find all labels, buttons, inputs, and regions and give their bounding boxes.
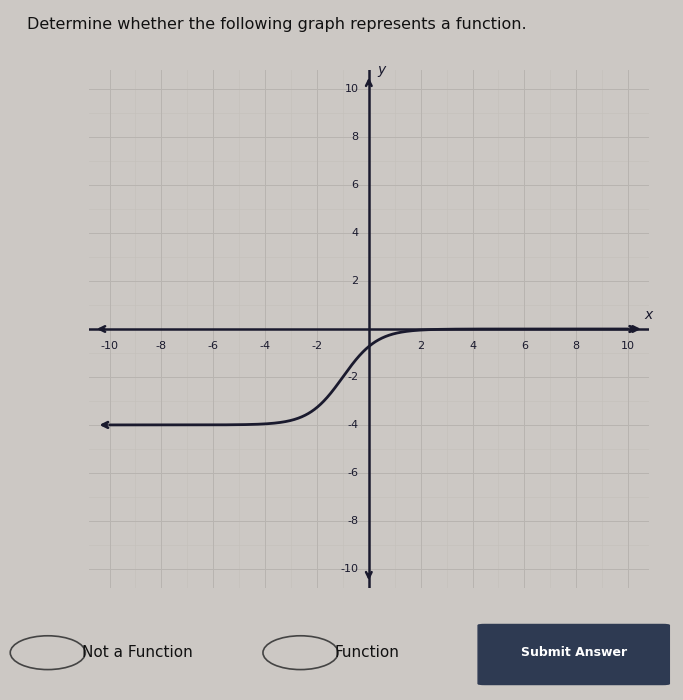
Text: 4: 4 bbox=[469, 341, 476, 351]
Text: -4: -4 bbox=[348, 420, 359, 430]
Text: -6: -6 bbox=[208, 341, 219, 351]
Text: 8: 8 bbox=[351, 132, 359, 142]
Text: 10: 10 bbox=[621, 341, 635, 351]
Text: Determine whether the following graph represents a function.: Determine whether the following graph re… bbox=[27, 18, 527, 32]
Text: -10: -10 bbox=[100, 341, 119, 351]
Text: x: x bbox=[645, 307, 653, 321]
Text: Not a Function: Not a Function bbox=[82, 645, 193, 660]
Text: Submit Answer: Submit Answer bbox=[520, 646, 627, 659]
FancyBboxPatch shape bbox=[478, 624, 669, 685]
Text: 4: 4 bbox=[351, 228, 359, 238]
Text: -8: -8 bbox=[156, 341, 167, 351]
Text: -6: -6 bbox=[348, 468, 359, 478]
Text: 6: 6 bbox=[352, 180, 359, 190]
Text: 2: 2 bbox=[417, 341, 424, 351]
Text: -10: -10 bbox=[340, 564, 359, 574]
Text: 10: 10 bbox=[344, 84, 359, 95]
Text: 6: 6 bbox=[521, 341, 528, 351]
Text: -2: -2 bbox=[348, 372, 359, 382]
Text: Function: Function bbox=[335, 645, 400, 660]
Text: 8: 8 bbox=[572, 341, 580, 351]
Text: 2: 2 bbox=[351, 276, 359, 286]
Text: -4: -4 bbox=[260, 341, 270, 351]
Text: y: y bbox=[378, 63, 386, 77]
Text: -2: -2 bbox=[311, 341, 322, 351]
Text: -8: -8 bbox=[348, 516, 359, 526]
